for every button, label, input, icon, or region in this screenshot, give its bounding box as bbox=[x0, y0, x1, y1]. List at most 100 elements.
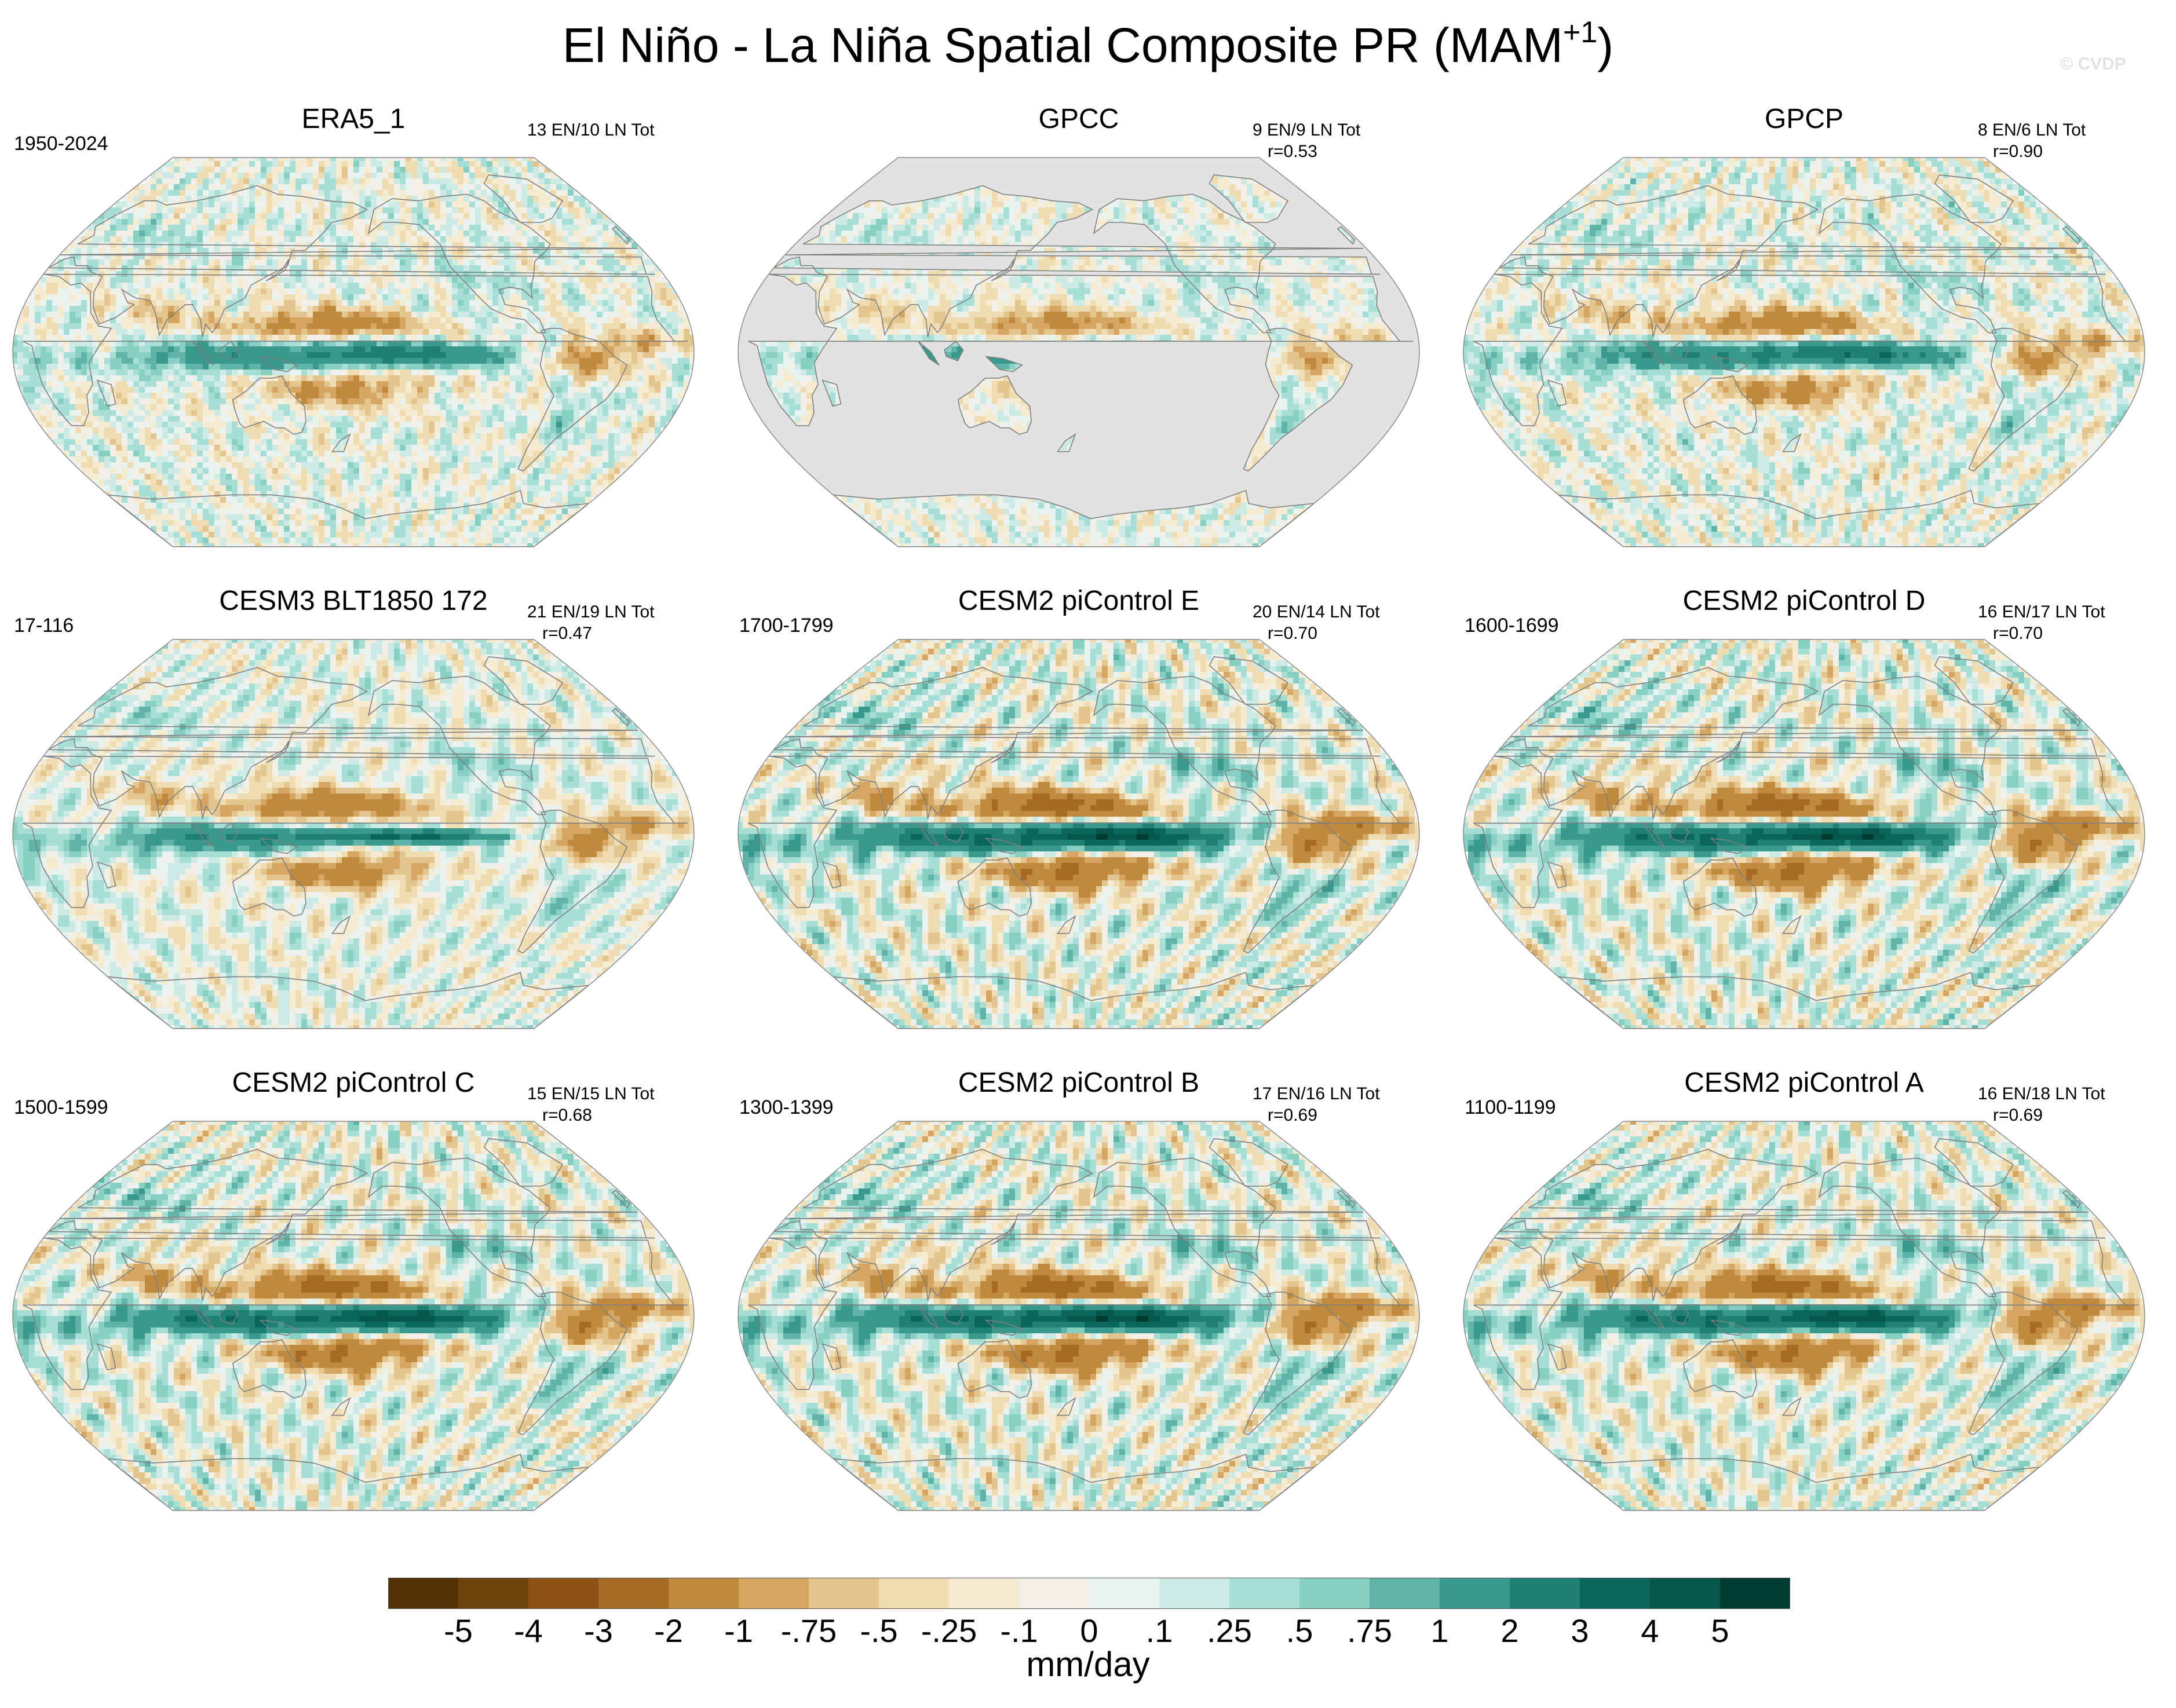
field-cell bbox=[307, 259, 313, 266]
field-cell bbox=[93, 393, 99, 399]
field-cell bbox=[666, 404, 673, 411]
field-cell bbox=[394, 364, 400, 370]
field-cell bbox=[127, 422, 134, 428]
field-cell bbox=[307, 387, 313, 393]
field-cell bbox=[75, 375, 82, 382]
field-cell bbox=[388, 277, 395, 283]
field-cell bbox=[626, 410, 632, 416]
field-cell bbox=[203, 173, 209, 179]
field-cell bbox=[446, 404, 452, 411]
field-cell bbox=[608, 259, 615, 266]
field-cell bbox=[550, 173, 557, 179]
field-cell bbox=[631, 288, 638, 295]
field-cell bbox=[174, 231, 180, 237]
field-cell bbox=[469, 341, 476, 347]
field-cell bbox=[342, 410, 348, 416]
field-cell bbox=[475, 335, 481, 341]
field-cell bbox=[585, 346, 592, 353]
field-cell bbox=[81, 427, 87, 434]
field-cell bbox=[203, 410, 209, 416]
field-cell bbox=[429, 283, 435, 289]
field-cell bbox=[197, 312, 203, 318]
field-cell bbox=[104, 387, 111, 393]
field-cell bbox=[608, 346, 615, 353]
field-cell bbox=[400, 207, 406, 214]
field-cell bbox=[591, 427, 597, 434]
field-cell bbox=[423, 329, 429, 335]
field-cell bbox=[452, 433, 458, 440]
field-cell bbox=[614, 387, 620, 393]
field-cell bbox=[324, 283, 331, 289]
field-cell bbox=[209, 265, 215, 272]
field-cell bbox=[214, 254, 221, 260]
field-cell bbox=[353, 352, 360, 359]
field-cell bbox=[70, 404, 76, 411]
field-cell bbox=[336, 433, 342, 440]
field-cell bbox=[272, 317, 279, 324]
field-cell bbox=[626, 370, 632, 376]
field-cell bbox=[81, 346, 87, 353]
field-cell bbox=[180, 410, 186, 416]
field-cell bbox=[666, 352, 673, 359]
field-cell bbox=[330, 259, 337, 266]
field-cell bbox=[272, 300, 279, 306]
field-cell bbox=[226, 358, 232, 364]
field-cell bbox=[643, 410, 649, 416]
field-cell bbox=[295, 300, 302, 306]
field-cell bbox=[122, 300, 128, 306]
field-cell bbox=[342, 341, 348, 347]
field-cell bbox=[104, 433, 111, 440]
field-cell bbox=[562, 404, 568, 411]
field-cell bbox=[266, 271, 273, 277]
field-cell bbox=[487, 404, 493, 411]
field-cell bbox=[435, 370, 441, 376]
field-cell bbox=[371, 410, 377, 416]
field-cell bbox=[295, 277, 302, 283]
field-cell bbox=[197, 207, 203, 214]
field-cell bbox=[469, 294, 476, 301]
field-cell bbox=[261, 427, 267, 434]
field-cell bbox=[232, 259, 238, 266]
field-cell bbox=[579, 404, 586, 411]
field-cell bbox=[336, 370, 342, 376]
field-cell bbox=[98, 387, 105, 393]
field-cell bbox=[238, 158, 244, 162]
field-cell bbox=[284, 184, 290, 191]
field-cell bbox=[319, 196, 325, 202]
field-cell bbox=[585, 427, 592, 434]
field-cell bbox=[330, 410, 337, 416]
field-cell bbox=[180, 167, 186, 173]
field-cell bbox=[649, 404, 655, 411]
field-cell bbox=[319, 259, 325, 266]
field-cell bbox=[266, 231, 273, 237]
field-cell bbox=[579, 207, 586, 214]
field-cell bbox=[70, 416, 76, 422]
field-cell bbox=[620, 346, 626, 353]
field-cell bbox=[568, 196, 574, 202]
field-cell bbox=[684, 323, 690, 330]
field-cell bbox=[388, 161, 395, 167]
field-cell bbox=[377, 329, 383, 335]
field-cell bbox=[284, 190, 290, 196]
field-cell bbox=[336, 381, 342, 387]
field-cell bbox=[133, 346, 140, 353]
field-cell bbox=[423, 416, 429, 422]
field-cell bbox=[139, 259, 145, 266]
panel-period: 1950-2024 bbox=[14, 132, 108, 155]
field-cell bbox=[266, 358, 273, 364]
field-cell bbox=[539, 433, 545, 440]
field-cell bbox=[203, 427, 209, 434]
field-cell bbox=[649, 259, 655, 266]
field-cell bbox=[313, 410, 319, 416]
field-cell bbox=[98, 225, 105, 231]
field-cell bbox=[324, 381, 331, 387]
field-cell bbox=[197, 358, 203, 364]
field-cell bbox=[122, 277, 128, 283]
field-cell bbox=[417, 202, 423, 208]
field-cell bbox=[203, 341, 209, 347]
field-cell bbox=[324, 346, 331, 353]
field-cell bbox=[336, 352, 342, 359]
field-cell bbox=[377, 196, 383, 202]
field-cell bbox=[400, 323, 406, 330]
field-cell bbox=[319, 312, 325, 318]
